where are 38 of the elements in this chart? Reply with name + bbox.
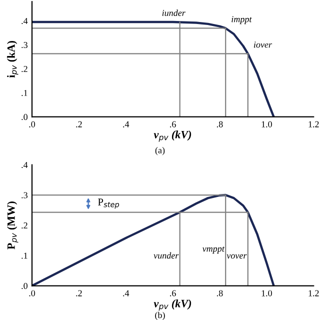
x-tick-label: 1.0 (262, 290, 272, 296)
y-tick-label: .0 (22, 282, 28, 290)
y-axis-title: P$_{pv}$ (MW) (7, 202, 18, 250)
y-tick-label: .0 (22, 114, 28, 120)
y-tick-label: .2 (22, 66, 28, 72)
x-tick-label: .8 (216, 121, 223, 128)
annotation: iunder (162, 10, 186, 16)
x-axis-title: v$_{pv}$ (kV) (154, 300, 192, 311)
x-tick-label: .2 (76, 290, 82, 296)
y-tick-label: .1 (22, 252, 28, 259)
x-tick-label: .8 (216, 290, 223, 296)
x-tick-label: 1.2 (308, 290, 319, 296)
ref-line-label: vmppt (202, 246, 225, 254)
y-tick-label: .1 (22, 90, 28, 96)
y-axis-title: i$_{pv}$ (kA) (7, 40, 18, 78)
y-tick-label: .3 (22, 192, 28, 198)
y-tick-label: .3 (22, 42, 28, 48)
x-tick-label: 1.0 (262, 121, 272, 128)
ref-line-label: vover (226, 254, 247, 259)
y-tick-label: .4 (22, 18, 28, 24)
line-series (32, 194, 275, 286)
x-tick-label: .4 (123, 121, 130, 128)
annotation: iover (254, 42, 272, 48)
text: (b) (155, 312, 165, 320)
annotation: imppt (232, 16, 252, 24)
x-tick-label: .6 (170, 121, 176, 128)
x-tick-label: .6 (170, 290, 176, 296)
x-tick-label: 1.2 (308, 121, 319, 128)
x-axis-title: v$_{pv}$ (kV) (154, 130, 192, 142)
x-tick-label: .0 (29, 121, 36, 128)
text: (a) (155, 147, 165, 156)
y-tick-label: .4 (22, 162, 28, 168)
x-tick-label: .0 (29, 290, 36, 296)
ref-line-label: vunder (154, 252, 179, 259)
annotation: P$_{step}$ (98, 198, 120, 209)
y-tick-label: .2 (22, 222, 28, 229)
x-tick-label: .4 (123, 290, 130, 296)
x-tick-label: .2 (76, 121, 82, 128)
